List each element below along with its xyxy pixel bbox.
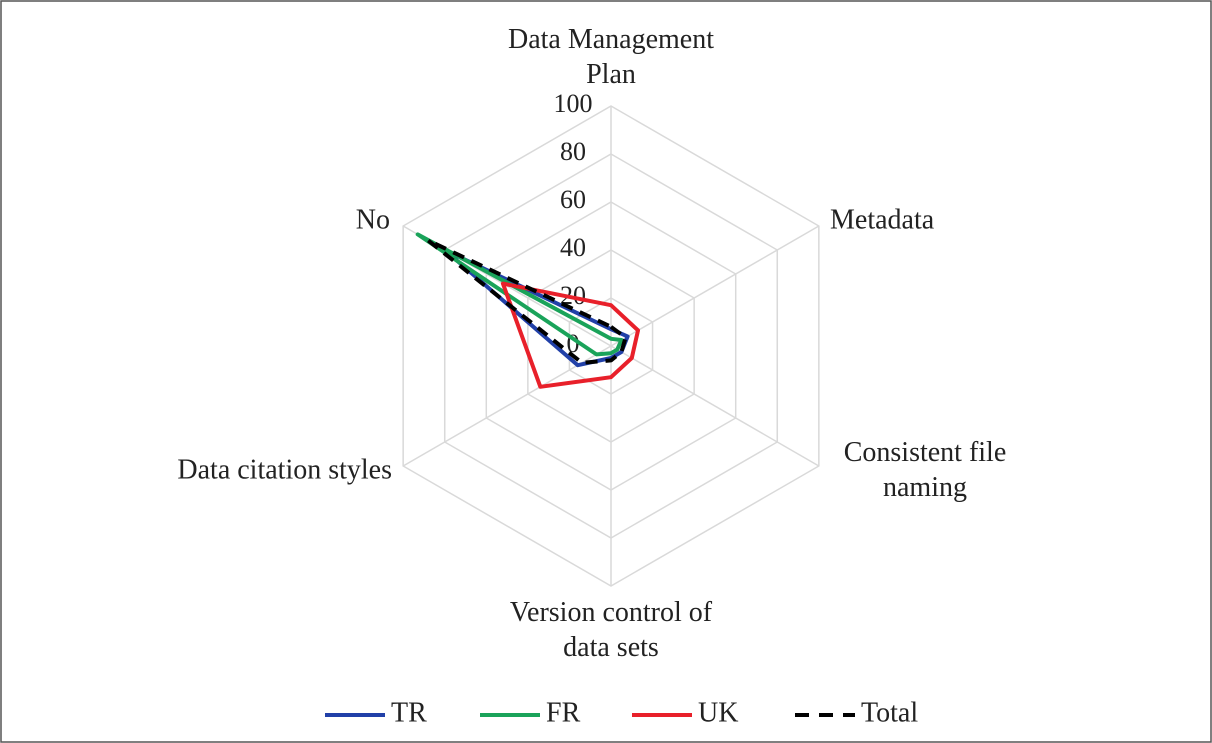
series-line [500, 281, 641, 389]
r-tick-label: 40 [560, 233, 586, 262]
category-label: Metadata [830, 204, 935, 235]
r-tick-label: 100 [554, 89, 593, 118]
r-tick-label: 60 [560, 185, 586, 214]
legend-label: UK [698, 697, 738, 728]
category-label: Consistent file naming [844, 437, 1007, 503]
category-label: No [356, 204, 390, 235]
category-label: Data Management Plan [508, 24, 714, 90]
legend-label: FR [546, 697, 581, 728]
category-label: Version control of data sets [510, 597, 713, 663]
series-line [426, 238, 628, 365]
spoke [610, 225, 820, 347]
category-label: Data citation styles [177, 454, 392, 485]
legend-label: Total [861, 697, 918, 728]
spoke [610, 345, 820, 467]
r-tick-label: 80 [560, 137, 586, 166]
series-line [415, 232, 624, 357]
legend-label: TR [391, 697, 427, 728]
